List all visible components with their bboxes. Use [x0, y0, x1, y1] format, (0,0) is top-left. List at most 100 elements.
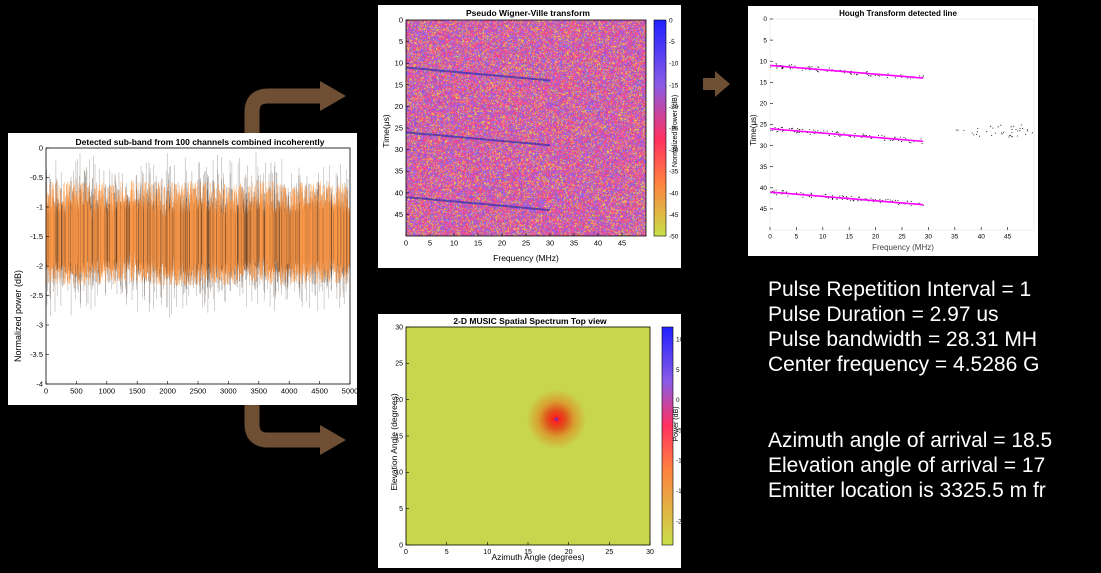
plot-frame: [769, 18, 1035, 231]
hough-chart-panel: Hough Transform detected line Frequency …: [748, 6, 1038, 256]
y-tick-label: 10: [395, 470, 403, 477]
y-tick-label: 45: [395, 210, 403, 219]
y-tick-label: 20: [760, 101, 768, 108]
y-tick-label: 10: [395, 59, 403, 68]
x-tick-label: 10: [483, 549, 491, 556]
colorbar-tick-label: -10: [676, 458, 681, 465]
colorbar-tick-label: -50: [669, 234, 679, 241]
x-tick-label: 0: [404, 239, 408, 248]
x-tick-label: 1500: [129, 387, 146, 396]
x-tick-label: 25: [522, 239, 530, 248]
y-tick-label: 20: [395, 397, 403, 404]
x-tick-label: 30: [925, 234, 933, 241]
y-tick-label: 35: [395, 167, 403, 176]
heatmap-canvas: [406, 20, 646, 236]
x-tick-label: 2000: [159, 387, 176, 396]
colorbar-tick-label: -10: [669, 61, 679, 68]
x-tick-label: 500: [70, 387, 83, 396]
y-tick-label: -3.5: [30, 350, 43, 359]
chart-title: 2-D MUSIC Spatial Spectrum Top view: [453, 316, 607, 326]
hough-chart: Hough Transform detected line Frequency …: [749, 9, 1035, 252]
chart-title: Pseudo Wigner-Ville transform: [466, 8, 590, 18]
x-tick-label: 3000: [220, 387, 237, 396]
x-tick-label: 35: [951, 234, 959, 241]
x-tick-label: 20: [565, 549, 573, 556]
colorbar-tick-label: -5: [669, 39, 675, 46]
x-tick-label: 10: [819, 234, 827, 241]
y-tick-label: -1.5: [30, 232, 43, 241]
y-tick-label: -0.5: [30, 173, 43, 182]
x-tick-label: 4500: [311, 387, 328, 396]
signal-peaks: [46, 179, 351, 286]
y-tick-label: -3: [36, 321, 43, 330]
y-tick-label: -1: [36, 203, 43, 212]
y-axis-label: Time(μs): [381, 114, 391, 148]
hough-line: [769, 191, 924, 206]
hough-line: [769, 64, 924, 79]
x-tick-label: 25: [898, 234, 906, 241]
azimuth-text: Azimuth angle of arrival = 18.5: [768, 429, 1053, 452]
wigner-chart: Pseudo Wigner-Ville transform Frequency …: [381, 8, 679, 263]
x-tick-label: 30: [646, 549, 654, 556]
x-tick-label: 5: [428, 239, 432, 248]
y-tick-label: 25: [395, 124, 403, 133]
colorbar-tick-label: -5: [676, 427, 681, 434]
y-tick-label: 0: [39, 144, 43, 153]
colorbar-label: Power (dB): [673, 406, 680, 441]
x-tick-label: 35: [570, 239, 578, 248]
y-tick-label: 40: [760, 185, 768, 192]
power-chart: Detected sub-band from 100 channels comb…: [13, 137, 358, 396]
y-tick-label: 5: [763, 37, 767, 44]
y-tick-label: 5: [399, 506, 403, 513]
y-tick-label: 15: [395, 433, 403, 440]
emitter-location-text: Emitter location is 3325.5 m fr: [768, 479, 1046, 502]
x-tick-label: 1000: [98, 387, 115, 396]
y-tick-label: -2: [36, 262, 43, 271]
x-tick-label: 45: [1004, 234, 1012, 241]
chirp-line: [405, 196, 551, 212]
colorbar-tick-label: 0: [676, 397, 680, 404]
colorbar-tick-label: -15: [669, 82, 679, 89]
pri-text: Pulse Repetition Interval = 1: [768, 278, 1032, 301]
x-tick-label: 3500: [250, 387, 267, 396]
y-tick-label: 20: [395, 102, 403, 111]
x-tick-label: 15: [846, 234, 854, 241]
colorbar-tick-label: 10: [676, 337, 681, 344]
y-axis-label: Normalized power (dB): [13, 270, 23, 362]
x-axis-label: Frequency (MHz): [872, 243, 934, 252]
arrow-icon-to-music: [244, 405, 346, 455]
y-tick-label: 10: [760, 58, 768, 65]
y-tick-label: 0: [399, 16, 403, 25]
y-tick-label: 15: [760, 79, 768, 86]
detected-points: [770, 63, 1033, 206]
y-tick-label: 25: [395, 361, 403, 368]
x-axis-label: Azimuth Angle (degrees): [491, 552, 584, 562]
colorbar-tick-label: 0: [669, 18, 673, 25]
x-axis-label: Frequency (MHz): [493, 253, 559, 263]
x-tick-label: 15: [474, 239, 482, 248]
x-tick-label: 40: [978, 234, 986, 241]
y-tick-label: 30: [395, 145, 403, 154]
colorbar: [653, 19, 667, 237]
x-tick-label: 5000: [342, 387, 357, 396]
music-chart: 2-D MUSIC Spatial Spectrum Top view Azim…: [389, 316, 686, 562]
colorbar-tick-label: -35: [669, 169, 679, 176]
x-tick-label: 5: [445, 549, 449, 556]
wigner-chart-panel: Pseudo Wigner-Ville transform Frequency …: [378, 5, 681, 268]
chirp-line: [405, 131, 551, 147]
y-axis-label: Elevation Angle (degrees): [389, 393, 399, 491]
y-tick-label: 5: [399, 37, 403, 46]
colorbar-tick-label: -40: [669, 190, 679, 197]
colorbar-tick-label: -30: [669, 147, 679, 154]
x-tick-label: 15: [524, 549, 532, 556]
y-tick-label: 45: [760, 206, 768, 213]
music-chart-panel: 2-D MUSIC Spatial Spectrum Top view Azim…: [378, 314, 686, 568]
elevation-text: Elevation angle of arrival = 17: [768, 454, 1046, 477]
colorbar: [661, 326, 674, 546]
x-tick-label: 0: [44, 387, 48, 396]
x-tick-label: 25: [605, 549, 613, 556]
y-tick-label: -4: [36, 380, 43, 389]
x-tick-label: 0: [404, 549, 408, 556]
x-tick-label: 2500: [190, 387, 207, 396]
arrow-icon-to-hough: [703, 71, 730, 97]
